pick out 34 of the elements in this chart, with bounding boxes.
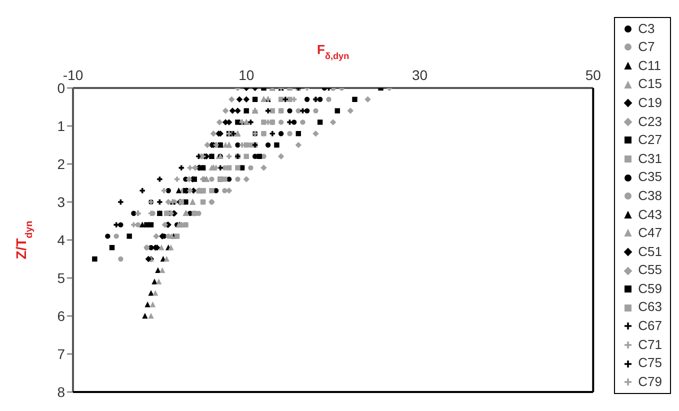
legend-label: C23 bbox=[638, 112, 662, 131]
legend-label: C27 bbox=[638, 131, 662, 150]
x-tick-label: 10 bbox=[238, 67, 254, 83]
legend-label: C47 bbox=[638, 224, 662, 242]
y-tick-label: 8 bbox=[57, 384, 66, 400]
x-axis-title: F$_{δ,dyn}$ bbox=[316, 42, 350, 61]
y-tick-label: 6 bbox=[57, 308, 66, 324]
legend-label: C15 bbox=[638, 75, 662, 94]
legend-label: C63 bbox=[638, 298, 662, 316]
legend-label: C38 bbox=[638, 186, 662, 205]
x-tick-label: -10 bbox=[62, 67, 84, 83]
legend-label: C3 bbox=[638, 20, 655, 38]
y-tick-label: 3 bbox=[57, 194, 66, 210]
y-tick-label: 7 bbox=[57, 346, 66, 362]
legend-label: C75 bbox=[638, 354, 662, 372]
legend-label: C11 bbox=[638, 56, 662, 75]
y-tick-label: 1 bbox=[57, 118, 66, 134]
x-tick-label: 50 bbox=[585, 67, 602, 83]
y-tick-label: 5 bbox=[57, 270, 66, 286]
legend-label: C31 bbox=[638, 150, 662, 168]
legend-label: C59 bbox=[638, 280, 662, 298]
legend-label: C7 bbox=[638, 38, 655, 56]
legend-label: C55 bbox=[638, 261, 662, 280]
y-tick-label: 4 bbox=[57, 232, 66, 248]
legend-label: C51 bbox=[638, 242, 662, 261]
legend-label: C19 bbox=[638, 94, 662, 112]
legend-label: C35 bbox=[638, 168, 662, 186]
legend-label: C43 bbox=[638, 206, 662, 224]
y-tick-label: 2 bbox=[57, 156, 66, 172]
legend-label: C79 bbox=[638, 372, 662, 391]
y-tick-label: 0 bbox=[57, 80, 66, 96]
x-tick-label: 30 bbox=[412, 67, 428, 83]
legend-label: C67 bbox=[638, 317, 662, 336]
legend-label: C71 bbox=[638, 336, 662, 354]
